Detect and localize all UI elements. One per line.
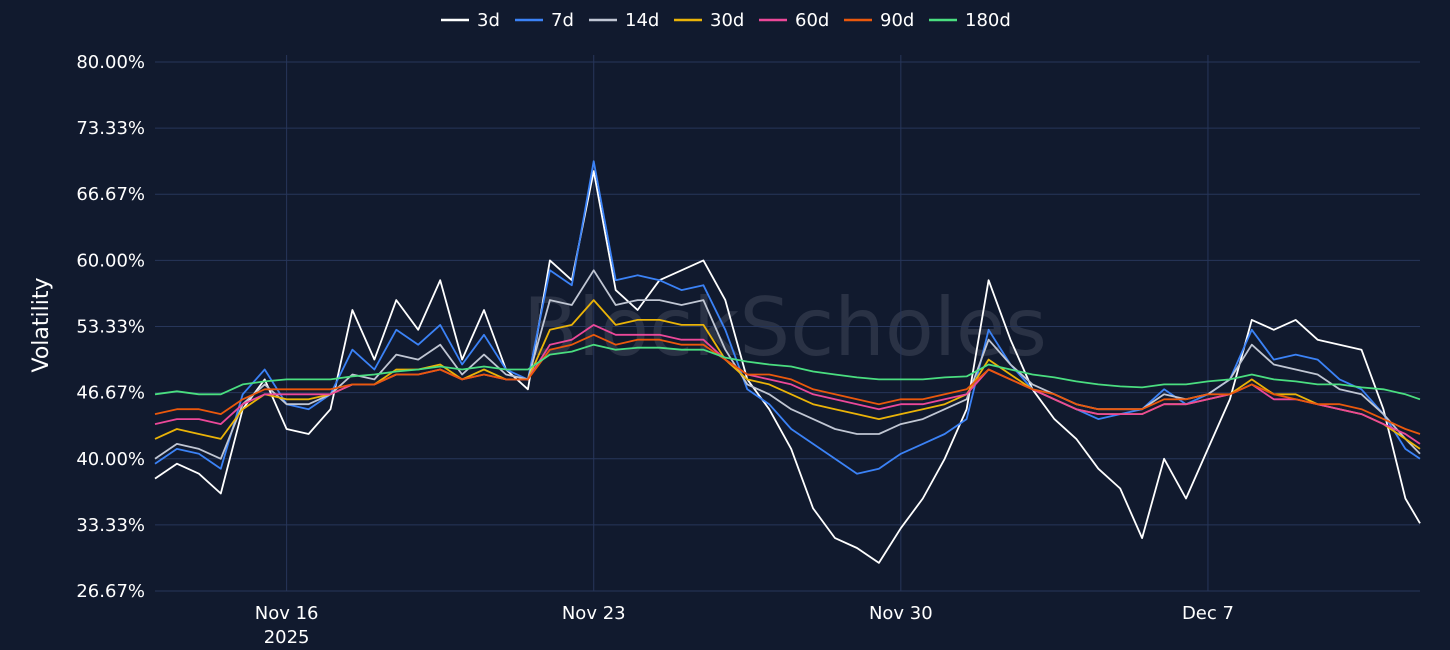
legend-item-3d[interactable]: 3d [441, 10, 500, 31]
series-line-3d [154, 170, 1421, 564]
y-tick-label: 73.33% [76, 118, 145, 139]
legend-item-180d[interactable]: 180d [929, 10, 1011, 31]
y-tick-label: 26.67% [76, 581, 145, 602]
x-tick-label: Nov 23 [562, 603, 626, 624]
y-tick-label: 40.00% [76, 449, 145, 470]
series-line-180d [154, 343, 1421, 401]
legend-label: 3d [477, 10, 500, 31]
y-tick-label: 53.33% [76, 317, 145, 338]
series-lines [154, 160, 1421, 564]
x-tick-label: Nov 16 [255, 603, 319, 624]
y-tick-label: 46.67% [76, 383, 145, 404]
series-line-14d [154, 269, 1421, 460]
legend-label: 90d [880, 10, 914, 31]
y-axis-title: Volatility [29, 277, 54, 372]
series-line-90d [154, 333, 1421, 435]
x-tick-label: Nov 30 [869, 603, 933, 624]
legend-label: 60d [795, 10, 829, 31]
legend-item-90d[interactable]: 90d [844, 10, 914, 31]
legend-item-7d[interactable]: 7d [515, 10, 574, 31]
x-axis: Nov 16 2025 Nov 23 Nov 30 Dec 7 [255, 603, 1234, 648]
legend-item-14d[interactable]: 14d [589, 10, 659, 31]
legend-item-30d[interactable]: 30d [674, 10, 744, 31]
x-tick-label: Dec 7 [1182, 603, 1234, 624]
legend-label: 7d [551, 10, 574, 31]
legend: 3d 7d 14d 30d 60d 90d 180d [441, 10, 1011, 31]
grid [155, 55, 1420, 592]
y-tick-label: 33.33% [76, 515, 145, 536]
x-tick-sublabel: 2025 [264, 627, 310, 648]
y-tick-label: 66.67% [76, 184, 145, 205]
legend-label: 180d [965, 10, 1011, 31]
y-tick-label: 80.00% [76, 52, 145, 73]
legend-item-60d[interactable]: 60d [759, 10, 829, 31]
y-tick-label: 60.00% [76, 250, 145, 271]
legend-label: 30d [710, 10, 744, 31]
legend-label: 14d [625, 10, 659, 31]
y-axis: 80.00% 73.33% 66.67% 60.00% 53.33% 46.67% 40.0… [76, 52, 145, 602]
